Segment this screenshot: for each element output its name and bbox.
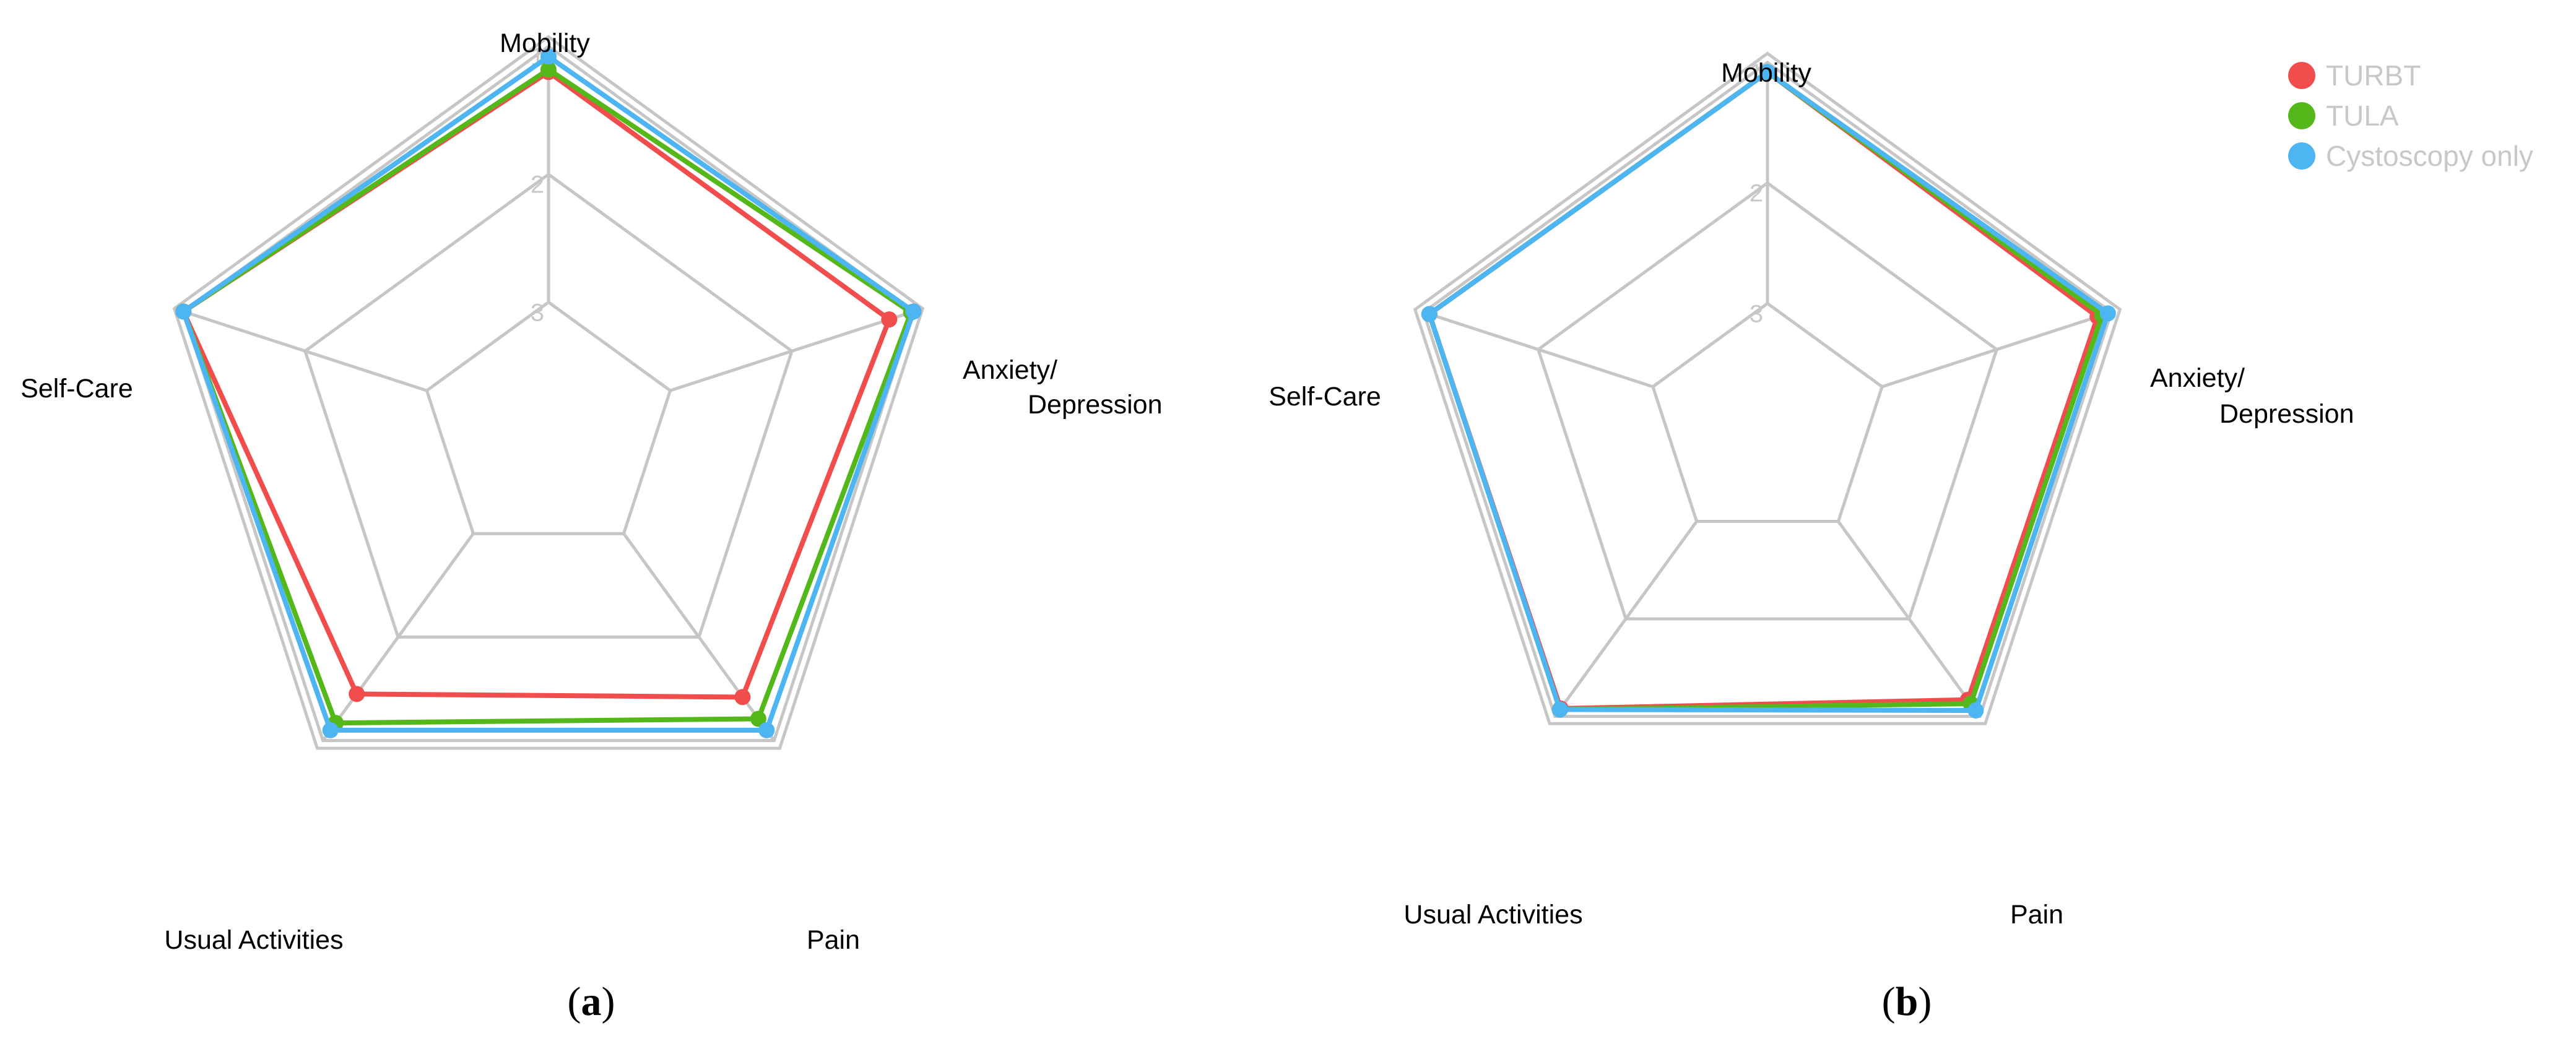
legend-label: TULA xyxy=(2326,100,2399,132)
series-line xyxy=(180,53,917,733)
data-point xyxy=(2099,305,2116,322)
tick-label: 2 xyxy=(531,171,544,199)
data-point xyxy=(540,48,557,65)
data-point xyxy=(1967,702,1984,719)
data-point xyxy=(758,722,775,738)
data-point xyxy=(734,689,751,706)
legend-marker xyxy=(2288,142,2315,170)
grid-ring-outer xyxy=(172,35,925,750)
legend-label: TURBT xyxy=(2326,59,2421,92)
axis-label: Anxiety/ xyxy=(2150,363,2245,393)
radar-grid xyxy=(172,35,925,750)
data-point xyxy=(881,311,898,328)
panel-label: (b) xyxy=(1882,979,1932,1024)
tick-label: 2 xyxy=(1750,180,1763,207)
grid-ring-3 xyxy=(1650,301,1884,523)
axis-label: Mobility xyxy=(1721,58,1811,88)
data-point xyxy=(349,686,365,702)
legend-marker xyxy=(2288,102,2315,129)
spoke-2 xyxy=(1881,311,2112,389)
tick-label: 3 xyxy=(531,299,544,326)
radar-grid xyxy=(1413,51,2122,725)
data-point xyxy=(1551,701,1568,718)
axis-label: Mobility xyxy=(500,28,590,58)
data-point xyxy=(175,303,192,320)
axis-label: Depression xyxy=(2219,399,2354,429)
data-point xyxy=(905,303,922,320)
series-cystoscopy-only xyxy=(1421,64,2116,719)
spoke-4 xyxy=(1553,520,1698,717)
panel-label: (a) xyxy=(568,979,615,1024)
legend: TURBT TULA Cystoscopy only xyxy=(2288,59,2533,172)
axis-label: Depression xyxy=(1028,390,1163,420)
data-point xyxy=(750,710,766,727)
grid-ring-2 xyxy=(1536,181,1999,621)
grid-ring-3 xyxy=(425,300,672,535)
axis-label: Self-Care xyxy=(1268,382,1381,412)
series-line xyxy=(1426,69,2111,714)
series-turbt xyxy=(175,64,898,706)
spoke-3 xyxy=(622,532,776,742)
grid-ring-outer xyxy=(1413,51,2122,725)
legend-label: Cystoscopy only xyxy=(2326,140,2533,172)
grid-ring-1 xyxy=(1421,60,2114,718)
legend-marker xyxy=(2288,62,2315,89)
axis-label: Usual Activities xyxy=(164,925,343,955)
axis-label: Pain xyxy=(807,925,860,955)
spoke-3 xyxy=(1837,520,1982,717)
spoke-4 xyxy=(321,532,475,742)
grid-ring-2 xyxy=(303,172,794,639)
axis-label: Anxiety/ xyxy=(963,355,1057,385)
data-point xyxy=(1759,64,1776,80)
data-point xyxy=(1421,306,1438,322)
spoke-5 xyxy=(183,310,428,392)
tick-label: 3 xyxy=(1750,300,1763,327)
series-cystoscopy-only xyxy=(175,48,922,738)
spoke-5 xyxy=(1423,311,1654,389)
axis-label: Usual Activities xyxy=(1403,900,1582,930)
data-point xyxy=(322,722,339,738)
axis-label: Pain xyxy=(2010,900,2063,930)
data-point xyxy=(540,61,557,78)
axis-label: Self-Care xyxy=(20,374,133,404)
spoke-2 xyxy=(669,310,914,392)
